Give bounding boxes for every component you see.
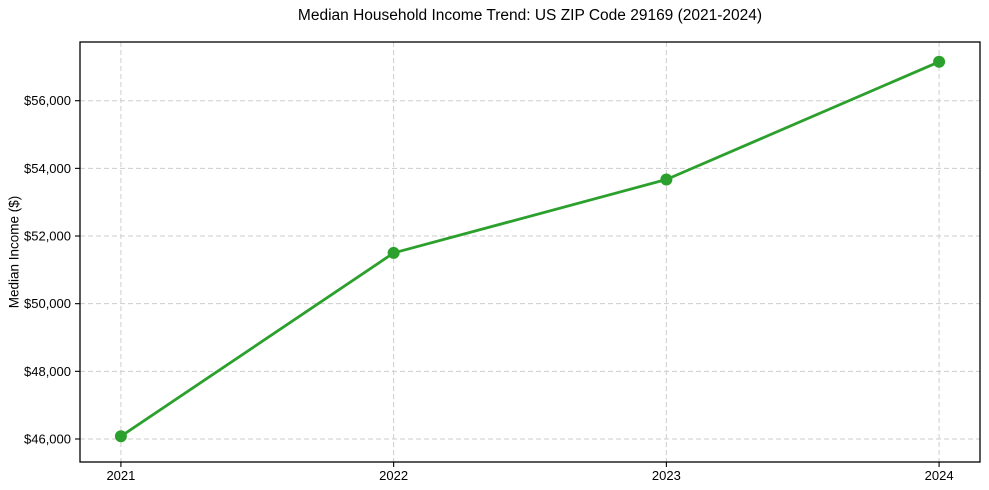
- data-point-marker: [933, 55, 946, 68]
- y-tick-label: $46,000: [24, 431, 71, 446]
- x-tick-label: 2023: [652, 468, 681, 483]
- y-tick-label: $50,000: [24, 296, 71, 311]
- data-point-marker: [660, 173, 673, 186]
- x-tick-label: 2021: [106, 468, 135, 483]
- y-tick-label: $48,000: [24, 364, 71, 379]
- x-tick-label: 2022: [379, 468, 408, 483]
- y-tick-label: $54,000: [24, 161, 71, 176]
- axes-border: [79, 41, 981, 463]
- data-point-marker: [387, 246, 400, 259]
- y-tick-label: $56,000: [24, 93, 71, 108]
- x-tick-label: 2024: [925, 468, 954, 483]
- chart-title: Median Household Income Trend: US ZIP Co…: [297, 7, 763, 24]
- trend-line: [119, 60, 941, 438]
- y-tick-label: $52,000: [24, 229, 71, 244]
- data-point-marker: [114, 430, 127, 443]
